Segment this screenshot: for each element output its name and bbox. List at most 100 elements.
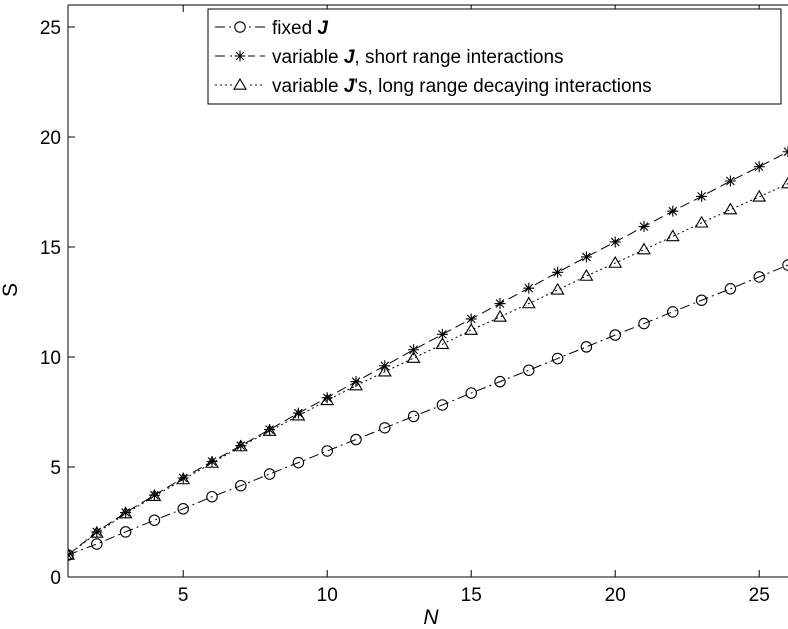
star-marker <box>580 251 592 263</box>
circle-marker <box>235 479 247 492</box>
y-axis-title: S <box>0 283 22 297</box>
y-tick-label: 15 <box>40 238 61 259</box>
triangle-marker <box>550 282 565 295</box>
legend-box <box>207 8 782 105</box>
star-marker <box>91 526 103 538</box>
triangle-marker <box>89 525 104 538</box>
triangle-marker <box>147 489 162 502</box>
legend-label: variable J, short range interactions <box>272 47 564 68</box>
x-tick-label: 5 <box>178 585 189 606</box>
triangle-marker <box>435 337 450 349</box>
series-line-circle <box>68 264 788 556</box>
circle-marker <box>234 21 246 33</box>
star-marker <box>724 175 736 187</box>
circle-marker <box>379 422 391 434</box>
triangle-marker <box>205 455 219 468</box>
triangle-marker <box>233 439 248 452</box>
star-marker <box>609 236 621 248</box>
series-line-star <box>68 151 788 556</box>
triangle-marker <box>291 408 306 421</box>
y-tick-label: 25 <box>40 18 61 39</box>
star-marker <box>350 376 362 388</box>
triangle-marker <box>521 296 536 309</box>
triangle-marker <box>608 255 623 268</box>
star-marker <box>667 205 679 217</box>
circle-marker <box>321 445 333 457</box>
triangle-marker <box>176 472 191 485</box>
circle-marker <box>494 375 506 388</box>
circle-marker <box>263 468 276 480</box>
circle-marker <box>436 399 449 411</box>
triangle-marker <box>320 393 335 406</box>
triangle-marker <box>781 176 788 189</box>
triangle-marker <box>68 547 75 560</box>
circle-marker <box>206 490 218 503</box>
circle-marker <box>119 526 132 538</box>
star-marker <box>696 190 708 202</box>
circle-marker <box>753 271 765 283</box>
y-tick-label: 5 <box>50 458 61 479</box>
series-circle <box>68 259 788 561</box>
star-marker <box>552 266 564 278</box>
circle-marker <box>350 433 362 446</box>
triangle-marker <box>233 77 247 90</box>
triangle-marker <box>493 309 507 322</box>
legend-label: variable J's, long range decaying intera… <box>272 76 652 97</box>
circle-marker <box>580 341 593 353</box>
circle-marker <box>667 306 679 318</box>
star-marker <box>206 456 218 467</box>
circle-marker <box>523 364 535 376</box>
star-marker <box>753 161 765 173</box>
star-marker <box>494 298 506 310</box>
circle-marker <box>91 538 103 550</box>
star-marker <box>782 146 788 158</box>
legend: fixed J variable J, short range interacti… <box>207 8 782 105</box>
y-tick-label: 0 <box>50 568 61 589</box>
circle-marker <box>148 514 161 526</box>
triangle-marker <box>723 202 738 215</box>
triangle-marker <box>694 215 709 228</box>
circle-marker <box>724 283 737 295</box>
legend-item: variable J's, long range decaying intera… <box>215 76 652 97</box>
circle-marker <box>695 294 708 306</box>
triangle-marker <box>349 378 363 391</box>
circle-marker <box>609 329 621 341</box>
legend-item: fixed J <box>215 18 328 39</box>
x-tick-label: 10 <box>317 585 338 606</box>
star-marker <box>523 282 535 294</box>
y-tick-label: 10 <box>40 348 61 369</box>
star-marker <box>292 407 304 419</box>
series-star <box>68 146 788 561</box>
series-triangle <box>68 176 788 560</box>
star-marker <box>177 472 189 484</box>
x-tick-label: 25 <box>749 585 770 606</box>
star-marker <box>120 507 132 519</box>
x-tick-label: 20 <box>605 585 626 606</box>
x-axis-title: N <box>423 606 439 629</box>
star-marker <box>408 344 420 356</box>
circle-marker <box>407 410 420 423</box>
circle-marker <box>551 352 564 365</box>
star-marker <box>321 392 333 404</box>
star-marker <box>436 328 448 340</box>
triangle-marker <box>262 424 277 436</box>
circle-marker <box>638 317 650 330</box>
circle-marker <box>177 503 189 515</box>
triangle-marker <box>118 506 133 519</box>
circle-marker <box>465 387 477 399</box>
series-line-triangle <box>68 183 788 556</box>
circle-marker <box>292 456 305 469</box>
triangle-marker <box>406 351 421 363</box>
triangle-marker <box>752 189 767 202</box>
star-marker <box>148 489 160 501</box>
triangle-marker <box>579 268 594 281</box>
star-marker <box>638 221 650 233</box>
star-marker <box>235 440 247 452</box>
x-tick-label: 15 <box>461 585 482 606</box>
legend-label: fixed J <box>272 18 328 39</box>
triangle-marker <box>637 242 651 255</box>
triangle-marker <box>464 323 479 335</box>
legend-item: variable J, short range interactions <box>215 47 564 68</box>
star-marker <box>264 424 276 436</box>
